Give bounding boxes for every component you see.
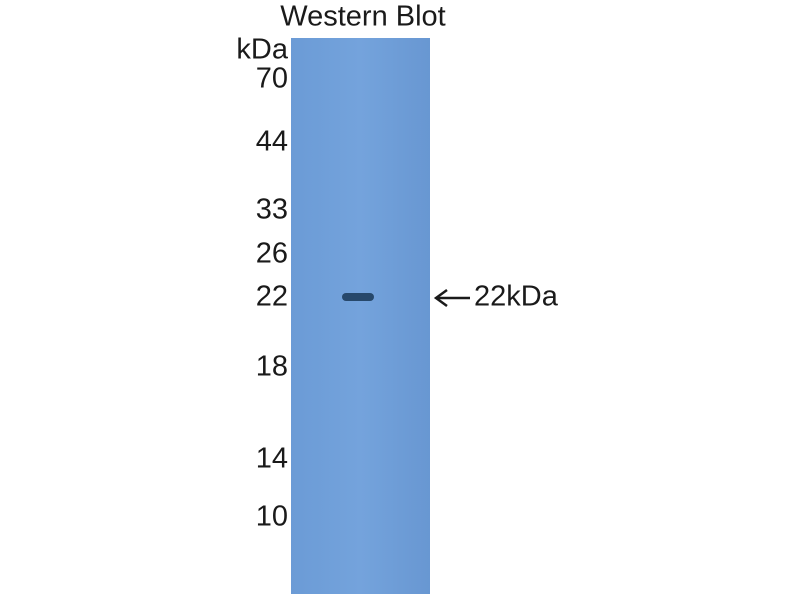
unit-label: kDa [236,34,288,66]
marker-labels: 70 44 33 26 22 18 14 10 [256,63,288,533]
marker-label: 70 [256,63,288,95]
arrow [433,288,470,308]
title: Western Blot [280,1,445,33]
marker-label: 26 [256,238,288,270]
blot-lane [291,38,430,594]
marker-label: 18 [256,351,288,383]
marker-label: 22 [256,281,288,313]
band-label: 22kDa [474,281,559,313]
arrow-head [433,288,448,308]
marker-label: 44 [256,126,288,158]
marker-label: 33 [256,194,288,226]
marker-label: 14 [256,443,288,475]
band [342,293,374,301]
marker-label: 10 [256,501,288,533]
